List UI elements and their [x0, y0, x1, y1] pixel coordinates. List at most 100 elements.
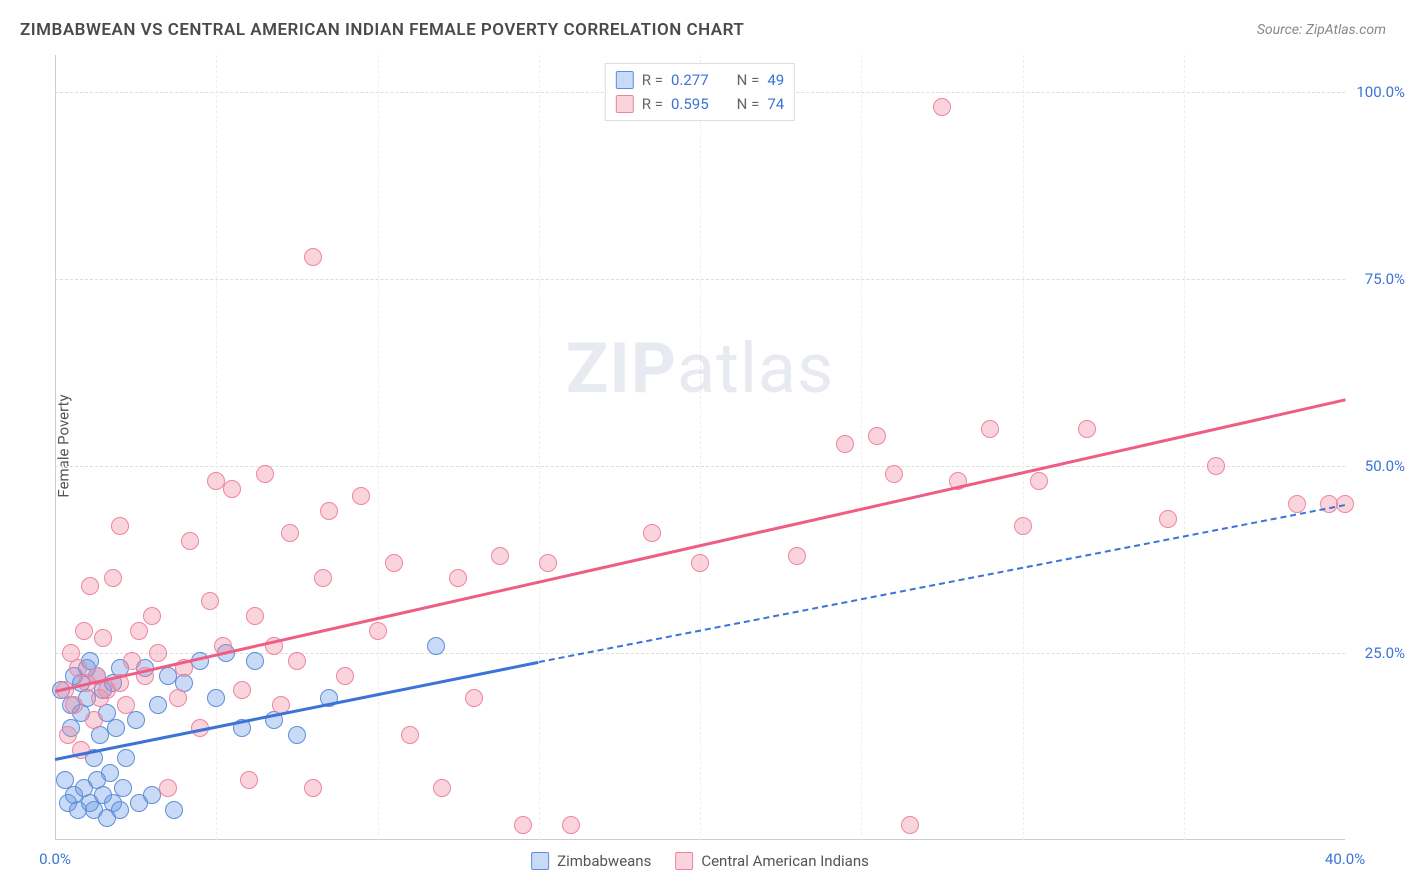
scatter-point — [1014, 517, 1032, 535]
n-value: 74 — [767, 92, 784, 116]
n-label: N = — [737, 68, 760, 92]
scatter-point — [465, 689, 483, 707]
scatter-point — [256, 465, 274, 483]
scatter-point — [314, 569, 332, 587]
scatter-point — [114, 779, 132, 797]
scatter-point — [181, 532, 199, 550]
chart-title: ZIMBABWEAN VS CENTRAL AMERICAN INDIAN FE… — [20, 20, 744, 40]
scatter-point — [868, 427, 886, 445]
scatter-point — [933, 98, 951, 116]
scatter-point — [143, 607, 161, 625]
x-tick-label: 0.0% — [39, 850, 71, 868]
scatter-point — [85, 711, 103, 729]
scatter-point — [304, 248, 322, 266]
r-label: R = — [642, 92, 663, 116]
x-gridline — [1184, 55, 1185, 840]
scatter-point — [691, 554, 709, 572]
scatter-point — [1159, 510, 1177, 528]
legend-stats-row: R = 0.595 N = 74 — [616, 92, 784, 116]
scatter-point — [643, 524, 661, 542]
scatter-point — [288, 726, 306, 744]
scatter-point — [149, 644, 167, 662]
scatter-point — [104, 569, 122, 587]
scatter-point — [427, 637, 445, 655]
chart-area: ZIPatlas 25.0%50.0%75.0%100.0%0.0%40.0% … — [55, 55, 1345, 840]
x-gridline — [1023, 55, 1024, 840]
scatter-point — [1288, 495, 1306, 513]
scatter-point — [75, 622, 93, 640]
scatter-point — [233, 681, 251, 699]
legend-series-item: Zimbabweans — [531, 852, 651, 870]
scatter-point — [901, 816, 919, 834]
x-tick-label: 40.0% — [1325, 850, 1365, 868]
scatter-point — [514, 816, 532, 834]
scatter-point — [539, 554, 557, 572]
scatter-point — [111, 517, 129, 535]
scatter-point — [562, 816, 580, 834]
n-label: N = — [737, 92, 760, 116]
scatter-point — [130, 622, 148, 640]
scatter-point — [1207, 457, 1225, 475]
scatter-point — [981, 420, 999, 438]
scatter-point — [240, 771, 258, 789]
source-label: Source: ZipAtlas.com — [1257, 22, 1386, 38]
scatter-point — [352, 487, 370, 505]
scatter-point — [165, 801, 183, 819]
legend-series-label: Zimbabweans — [557, 852, 651, 870]
x-gridline — [378, 55, 379, 840]
regression-line — [539, 504, 1346, 663]
scatter-point — [336, 667, 354, 685]
legend-series: Zimbabweans Central American Indians — [531, 852, 869, 870]
legend-swatch — [675, 852, 693, 870]
scatter-point — [159, 779, 177, 797]
scatter-point — [304, 779, 322, 797]
x-gridline — [861, 55, 862, 840]
x-gridline — [700, 55, 701, 840]
scatter-point — [385, 554, 403, 572]
legend-series-label: Central American Indians — [701, 852, 869, 870]
scatter-point — [885, 465, 903, 483]
scatter-point — [1030, 472, 1048, 490]
r-value: 0.277 — [671, 68, 709, 92]
r-value: 0.595 — [671, 92, 709, 116]
legend-swatch — [531, 852, 549, 870]
r-label: R = — [642, 68, 663, 92]
x-gridline — [539, 55, 540, 840]
scatter-point — [81, 577, 99, 595]
y-tick-label: 50.0% — [1365, 457, 1405, 475]
scatter-point — [94, 629, 112, 647]
scatter-point — [223, 480, 241, 498]
scatter-point — [65, 696, 83, 714]
scatter-point — [836, 435, 854, 453]
scatter-point — [449, 569, 467, 587]
n-value: 49 — [767, 68, 784, 92]
y-tick-label: 25.0% — [1365, 644, 1405, 662]
scatter-point — [433, 779, 451, 797]
scatter-point — [491, 547, 509, 565]
legend-series-item: Central American Indians — [675, 852, 869, 870]
y-tick-label: 75.0% — [1365, 270, 1405, 288]
scatter-point — [207, 689, 225, 707]
legend-stats-box: R = 0.277 N = 49 R = 0.595 N = 74 — [605, 63, 795, 121]
scatter-point — [59, 726, 77, 744]
scatter-point — [1078, 420, 1096, 438]
scatter-point — [117, 749, 135, 767]
scatter-point — [107, 719, 125, 737]
legend-swatch — [616, 95, 634, 113]
scatter-point — [101, 764, 119, 782]
scatter-point — [201, 592, 219, 610]
scatter-point — [123, 652, 141, 670]
scatter-point — [149, 696, 167, 714]
scatter-point — [320, 502, 338, 520]
scatter-point — [246, 652, 264, 670]
scatter-point — [127, 711, 145, 729]
scatter-point — [288, 652, 306, 670]
scatter-point — [401, 726, 419, 744]
y-tick-label: 100.0% — [1356, 83, 1405, 101]
scatter-point — [281, 524, 299, 542]
scatter-point — [788, 547, 806, 565]
scatter-point — [369, 622, 387, 640]
scatter-point — [111, 801, 129, 819]
legend-stats-row: R = 0.277 N = 49 — [616, 68, 784, 92]
scatter-point — [169, 689, 187, 707]
